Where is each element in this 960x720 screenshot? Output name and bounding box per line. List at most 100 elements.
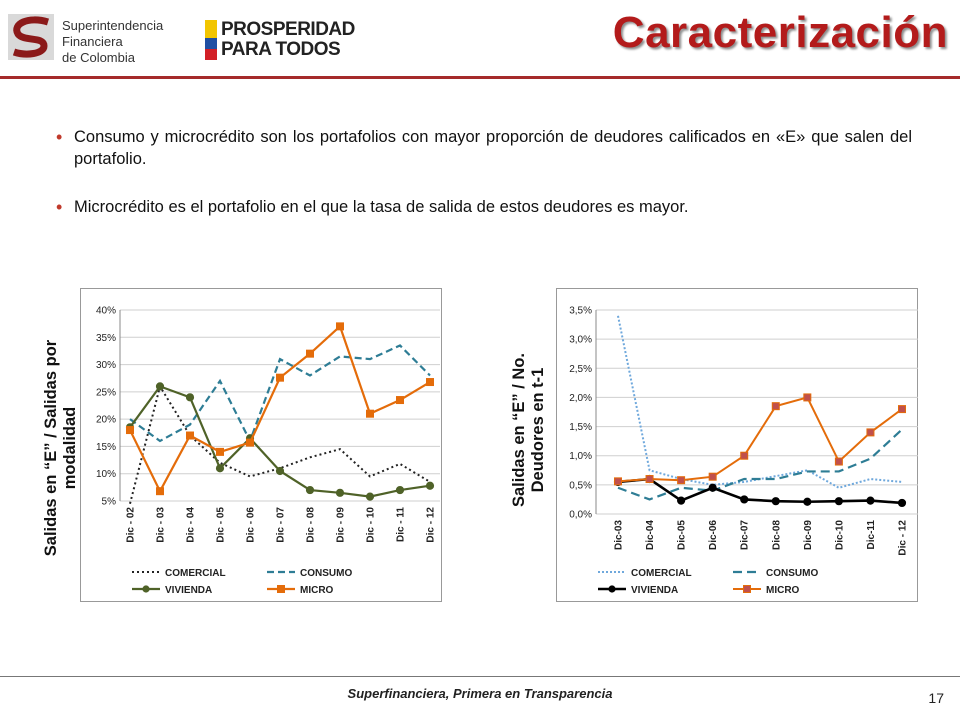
data-point-micro	[126, 426, 134, 435]
series-line-consumo	[617, 428, 903, 501]
logo-line: de Colombia	[62, 50, 135, 65]
page-title: Caracterización	[612, 8, 948, 57]
y-tick-label: 20%	[96, 415, 116, 426]
y-tick-label: 0,5%	[569, 480, 592, 491]
data-point-vivienda	[275, 466, 285, 476]
logo-line: Financiera	[62, 34, 123, 49]
data-point-vivienda	[365, 492, 375, 501]
x-tick-label: Dic - 05	[216, 507, 227, 543]
data-point-vivienda	[740, 495, 749, 504]
series-line-consumo	[129, 344, 431, 444]
data-point-vivienda	[897, 498, 907, 508]
y-tick-label: 1,0%	[569, 451, 592, 462]
bullet-text: Microcrédito es el portafolio en el que …	[74, 198, 689, 216]
data-point-vivienda	[771, 497, 780, 506]
x-tick-label: Dic - 04	[186, 507, 197, 543]
legend-label: VIVIENDA	[165, 585, 212, 596]
x-tick-label: Dic-03	[614, 520, 625, 550]
data-point-vivienda	[155, 382, 165, 391]
data-point-vivienda	[395, 485, 405, 495]
data-point-vivienda	[834, 497, 843, 506]
y-tick-label: 35%	[96, 333, 116, 344]
right-line-chart: 0,0% 0,5% 1,0% 1,5% 2,0% 2,5% 3,0% 3,5% Dic-03 Di…	[556, 288, 918, 602]
page-number: 17	[928, 690, 944, 706]
series-line-vivienda	[617, 477, 903, 505]
legend-marker	[743, 585, 751, 593]
prosperidad-logo: PROSPERIDAD PARA TODOS	[205, 20, 355, 64]
header: Superintendencia Financiera de Colombia …	[0, 0, 960, 80]
x-tick-label: Dic - 08	[306, 507, 317, 543]
bullet-item: • Consumo y microcrédito son los portafo…	[56, 126, 912, 170]
data-point-micro	[396, 396, 404, 405]
x-tick-label: Dic - 12	[898, 520, 909, 556]
legend-label: CONSUMO	[766, 568, 818, 579]
superfinanciera-logo: Superintendencia Financiera de Colombia	[8, 14, 178, 65]
y-tick-label: 1,5%	[569, 422, 592, 433]
legend-label: MICRO	[766, 585, 800, 596]
data-point-micro	[306, 349, 314, 358]
x-tick-label: Dic - 12	[426, 507, 437, 543]
data-point-micro	[834, 457, 843, 466]
right-chart-ylabel: Salidas en “E” / No. Deudores en t-1	[510, 280, 550, 580]
data-point-vivienda	[803, 497, 812, 506]
data-point-micro	[276, 373, 284, 382]
legend-label: VIVIENDA	[631, 585, 678, 596]
series-line-micro	[617, 396, 903, 483]
data-point-micro	[708, 472, 717, 481]
ylabel-line: modalidad	[61, 406, 79, 490]
data-point-micro	[898, 405, 906, 414]
data-point-micro	[156, 487, 164, 496]
data-point-micro	[216, 447, 224, 456]
data-point-micro	[366, 409, 374, 418]
x-tick-label: Dic-09	[803, 520, 814, 550]
y-tick-label: 15%	[96, 442, 116, 453]
left-chart-ylabel: Salidas en “E” / Salidas por modalidad	[42, 298, 82, 598]
data-point-micro	[336, 322, 344, 331]
chart-frame	[80, 288, 442, 602]
legend-label: CONSUMO	[300, 568, 352, 579]
x-tick-label: Dic - 07	[276, 507, 287, 543]
ylabel-line: Salidas en “E” / Salidas por	[42, 339, 60, 557]
logo-line: Superintendencia	[62, 18, 164, 33]
data-point-micro	[645, 475, 654, 484]
data-point-vivienda	[866, 496, 875, 505]
x-tick-label: Dic-04	[645, 520, 656, 550]
x-tick-label: Dic - 03	[156, 507, 167, 543]
y-tick-label: 30%	[96, 360, 116, 371]
x-tick-label: Dic - 10	[366, 507, 377, 543]
legend-marker	[608, 585, 616, 593]
legend-marker	[277, 585, 285, 593]
x-tick-label: Dic - 09	[336, 507, 347, 543]
y-tick-label: 10%	[96, 469, 116, 480]
bullet-dot-icon: •	[56, 197, 63, 217]
y-tick-label: 5%	[102, 497, 117, 508]
title-divider	[0, 76, 960, 79]
x-tick-label: Dic - 06	[246, 507, 257, 543]
data-point-vivienda	[305, 485, 315, 495]
data-point-micro	[426, 378, 434, 387]
x-tick-label: Dic - 02	[126, 507, 137, 543]
y-tick-label: 40%	[96, 306, 116, 317]
x-tick-label: Dic - 11	[396, 507, 407, 542]
superfinanciera-emblem-icon	[8, 14, 54, 60]
data-point-micro	[866, 428, 875, 437]
data-point-vivienda	[185, 393, 195, 402]
x-tick-label: Dic-10	[834, 520, 845, 550]
data-point-vivienda	[335, 488, 345, 497]
data-point-micro	[677, 476, 686, 485]
footer-text: Superfinanciera, Primera en Transparenci…	[347, 686, 613, 701]
x-tick-label: Dic-06	[708, 520, 719, 550]
data-point-vivienda	[708, 483, 717, 492]
legend-marker	[142, 585, 150, 593]
bullet-list: • Consumo y microcrédito son los portafo…	[56, 126, 912, 218]
data-point-vivienda	[677, 496, 686, 505]
bullet-dot-icon: •	[56, 127, 63, 147]
ylabel-line: Salidas en “E” / No.	[510, 352, 528, 508]
y-tick-label: 2,5%	[569, 364, 592, 375]
y-tick-label: 3,5%	[569, 306, 592, 317]
legend-label: COMERCIAL	[631, 568, 692, 579]
left-line-chart: 5% 10% 15% 20% 25% 30% 35% 40% Dic - 02 Dic - 03 D…	[80, 288, 442, 602]
flag-stripes-icon	[205, 20, 217, 60]
footer-divider	[0, 676, 960, 677]
data-point-micro	[246, 438, 254, 447]
